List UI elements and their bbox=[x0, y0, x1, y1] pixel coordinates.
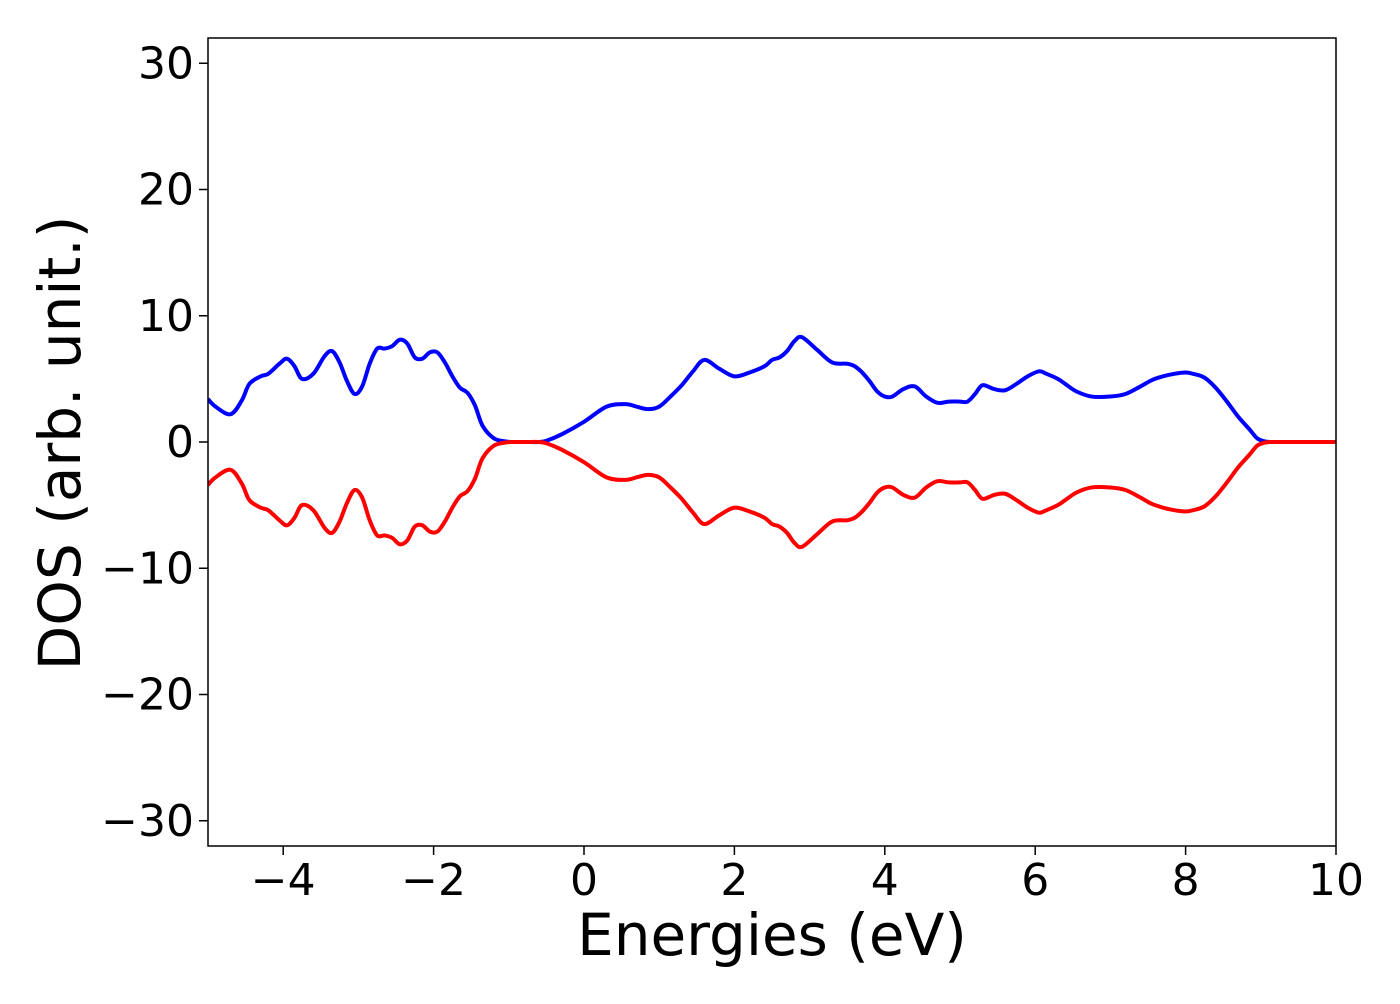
x-axis-title: Energies (eV) bbox=[577, 901, 967, 969]
y-tick-label: −30 bbox=[101, 796, 194, 847]
x-tick-label: −2 bbox=[401, 855, 466, 906]
y-tick-label: 10 bbox=[138, 291, 194, 342]
x-tick-label: 2 bbox=[720, 855, 748, 906]
y-tick-label: −10 bbox=[101, 543, 194, 594]
y-tick-label: 20 bbox=[138, 165, 194, 216]
series-line-spin-down bbox=[208, 439, 1336, 550]
x-tick-label: 4 bbox=[871, 855, 899, 906]
y-tick-label: −20 bbox=[101, 670, 194, 721]
y-tick-label: 0 bbox=[166, 417, 194, 468]
y-axis-title: DOS (arb. unit.) bbox=[26, 216, 94, 671]
x-tick-label: −4 bbox=[251, 855, 316, 906]
x-tick-label: 6 bbox=[1021, 855, 1049, 906]
plot-area bbox=[208, 334, 1336, 550]
y-tick-label: 30 bbox=[138, 38, 194, 89]
series-line-spin-up bbox=[208, 334, 1336, 445]
x-tick-label: 10 bbox=[1308, 855, 1364, 906]
x-tick-label: 8 bbox=[1172, 855, 1200, 906]
plot-frame bbox=[207, 37, 1337, 847]
x-tick-label: 0 bbox=[570, 855, 598, 906]
